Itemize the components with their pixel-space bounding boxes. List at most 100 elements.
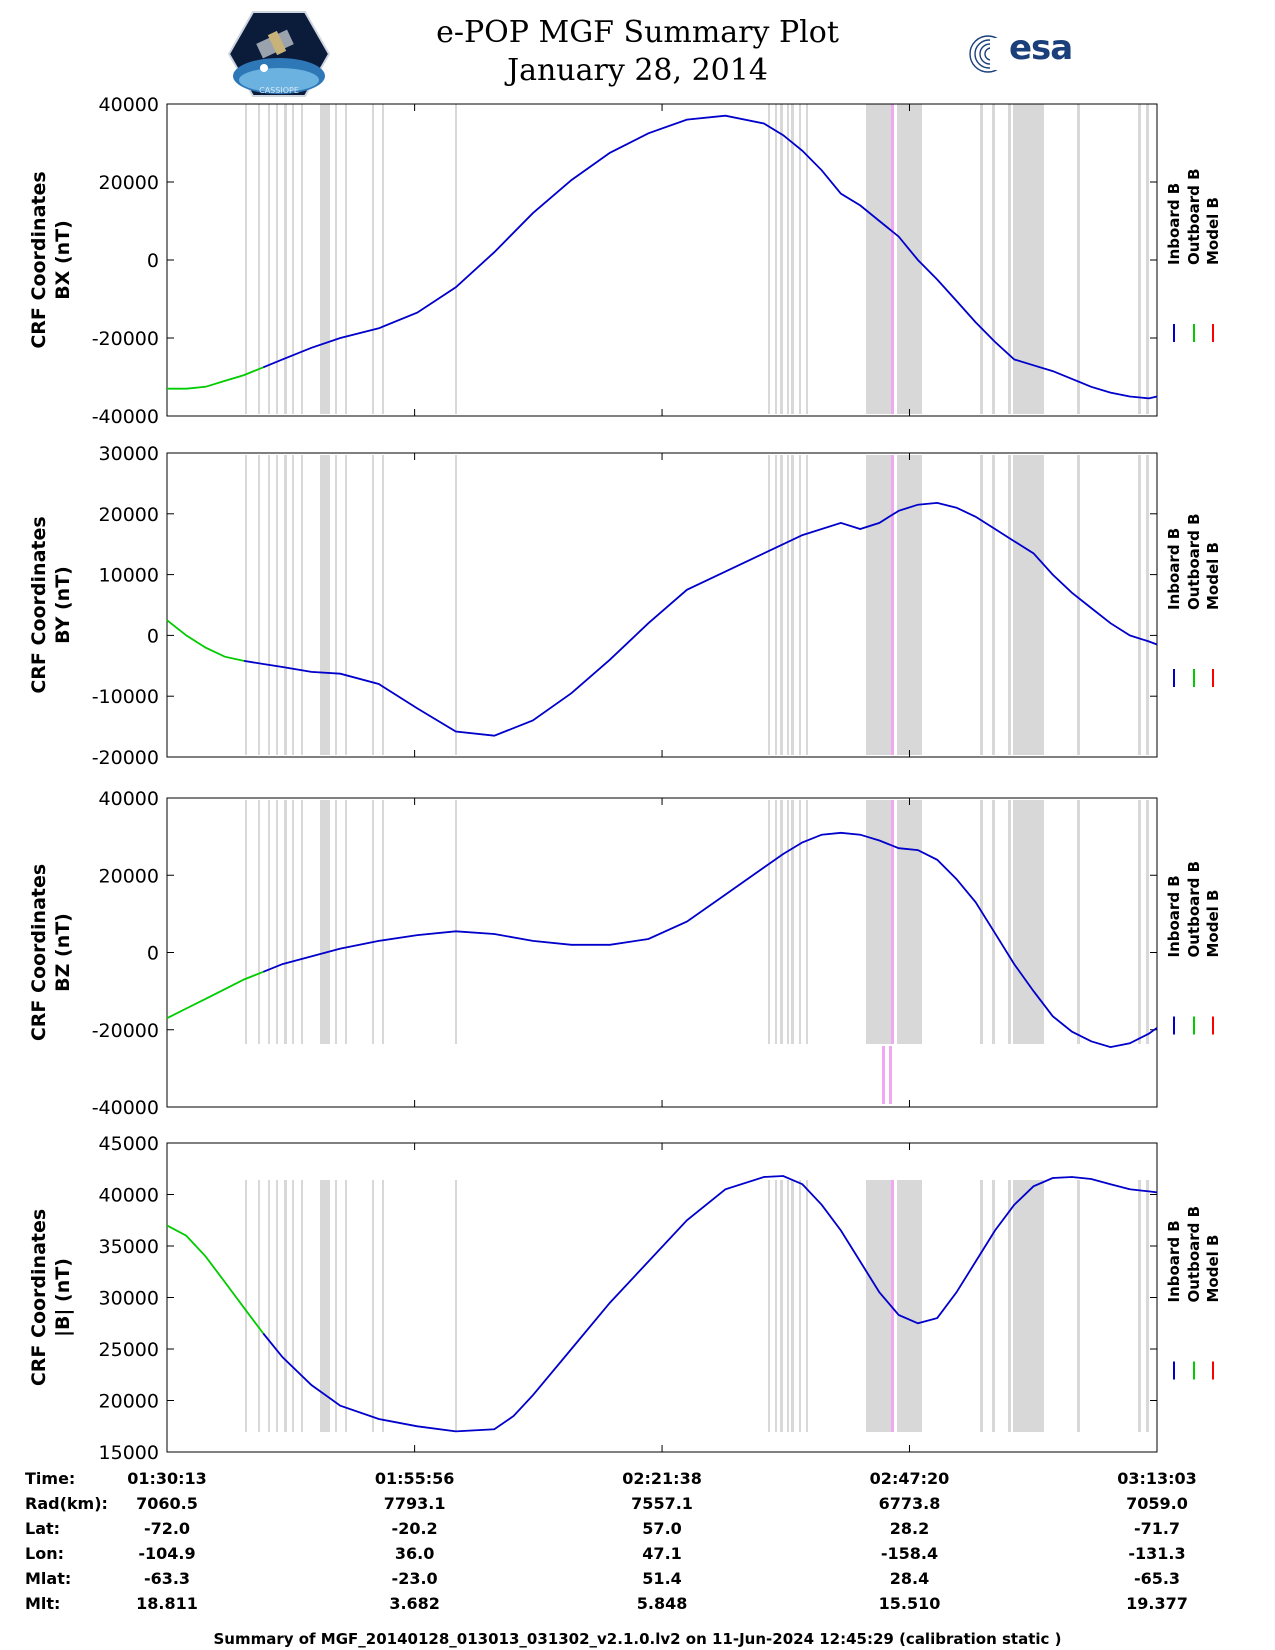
data-gap-band	[345, 104, 347, 414]
data-gap-band	[320, 104, 330, 414]
data-gap-band	[1146, 1180, 1149, 1432]
outboard-b-series	[166, 619, 245, 662]
y-tick-label: 40000	[99, 94, 159, 116]
data-gap-band	[372, 104, 374, 414]
ephemeris-cell: 19.377	[1126, 1594, 1188, 1613]
y-tick-label: -20000	[92, 328, 159, 350]
data-gap-band	[345, 455, 347, 755]
ephemeris-cell: 51.4	[642, 1569, 681, 1588]
ephemeris-cell: 18.811	[136, 1594, 198, 1613]
data-gap-band	[1138, 104, 1141, 414]
data-gap-band	[866, 800, 892, 1044]
data-gap-band	[980, 1180, 983, 1432]
data-gap-band	[787, 1180, 789, 1432]
y-axis-label: CRF Coordinates	[28, 1209, 50, 1386]
ephemeris-cell: -131.3	[1128, 1544, 1185, 1563]
y-tick-label: 20000	[99, 1391, 159, 1413]
data-gap-band	[1077, 455, 1080, 755]
data-gap-band	[799, 104, 801, 414]
legend-label: Inboard B	[1165, 875, 1183, 957]
title-line-1: e-POP MGF Summary Plot	[436, 15, 839, 50]
data-gap-band	[455, 455, 457, 755]
data-gap-band	[372, 455, 374, 755]
data-gap-band	[791, 1180, 794, 1432]
data-gap-band	[897, 800, 922, 1044]
data-gap-band	[1077, 800, 1080, 1044]
data-gap-band	[245, 800, 247, 1044]
data-gap-band	[320, 1180, 330, 1432]
data-gap-band	[284, 1180, 287, 1432]
y-axis-label: CRF Coordinates	[28, 171, 50, 348]
data-gap-band	[268, 455, 270, 755]
ephemeris-cell: -104.9	[138, 1544, 195, 1563]
legend-label: Inboard B	[1165, 528, 1183, 610]
data-gap-band	[799, 800, 801, 1044]
data-gap-band	[980, 800, 983, 1044]
data-gap-band	[382, 1180, 384, 1432]
y-axis-label-units: BY (nT)	[52, 566, 74, 644]
y-tick-label: 10000	[99, 565, 159, 587]
data-gap-band	[780, 104, 783, 414]
event-marker	[889, 1046, 892, 1104]
data-gap-band	[799, 455, 801, 755]
cassiope-logo-text: CASSIOPE	[259, 86, 299, 95]
data-gap-band	[787, 800, 789, 1044]
data-gap-band	[276, 800, 278, 1044]
ephemeris-cell: -20.2	[392, 1519, 438, 1538]
plot-title: e-POP MGF Summary Plot January 28, 2014	[0, 14, 1275, 90]
ephemeris-row-label: Mlat:	[25, 1569, 71, 1588]
data-gap-band	[897, 1180, 922, 1432]
data-gap-band	[382, 800, 384, 1044]
y-tick-label: 15000	[99, 1442, 159, 1464]
y-tick-label: -40000	[92, 406, 159, 428]
ephemeris-cell: 28.4	[890, 1569, 929, 1588]
data-gap-band	[866, 1180, 892, 1432]
data-gap-band	[791, 800, 794, 1044]
legend-label: Outboard B	[1185, 513, 1203, 610]
ephemeris-cell: -23.0	[392, 1569, 438, 1588]
cassiope-mission-logo: CASSIOPE	[228, 11, 330, 97]
chart-panel-2: -20000 -10000 0 10000 20000 30000 CRF Coordina…	[28, 443, 1222, 769]
y-tick-label: 20000	[99, 172, 159, 194]
y-tick-label: 0	[147, 625, 159, 647]
data-gap-band	[292, 104, 294, 414]
data-gap-band	[866, 104, 892, 414]
data-gap-band	[455, 800, 457, 1044]
y-tick-label: 40000	[99, 1185, 159, 1207]
data-gap-band	[866, 455, 892, 755]
y-tick-label: 40000	[99, 788, 159, 810]
ephemeris-cell: 5.848	[637, 1594, 688, 1613]
data-gap-band	[1146, 800, 1149, 1044]
legend-label: Outboard B	[1185, 1206, 1203, 1303]
y-tick-label: 30000	[99, 443, 159, 465]
data-gap-band	[775, 800, 777, 1044]
data-gap-band	[992, 1180, 995, 1432]
ephemeris-cell: 57.0	[642, 1519, 681, 1538]
data-gap-band	[268, 1180, 270, 1432]
data-gap-band	[345, 1180, 347, 1432]
data-gap-band	[284, 104, 287, 414]
outboard-b-series	[166, 970, 264, 1020]
data-gap-band	[335, 104, 337, 414]
y-tick-label: -10000	[92, 686, 159, 708]
data-gap-band	[245, 1180, 247, 1432]
data-gap-band	[1008, 104, 1011, 414]
data-gap-band	[992, 104, 995, 414]
ephemeris-cell: 7793.1	[384, 1494, 446, 1513]
esa-logo-mark	[969, 35, 1008, 73]
event-marker	[891, 800, 894, 1044]
data-gap-band	[284, 800, 287, 1044]
y-tick-label: 0	[147, 250, 159, 272]
data-gap-band	[1008, 800, 1011, 1044]
data-gap-band	[1138, 455, 1141, 755]
data-gap-band	[1008, 455, 1011, 755]
data-gap-band	[292, 1180, 294, 1432]
data-gap-band	[980, 104, 983, 414]
data-gap-band	[292, 455, 294, 755]
legend-label: Inboard B	[1165, 1220, 1183, 1302]
y-tick-label: 25000	[99, 1339, 159, 1361]
ephemeris-row-label: Rad(km):	[25, 1494, 108, 1513]
data-gap-band	[897, 104, 922, 414]
data-gap-band	[320, 800, 330, 1044]
data-gap-band	[335, 455, 337, 755]
